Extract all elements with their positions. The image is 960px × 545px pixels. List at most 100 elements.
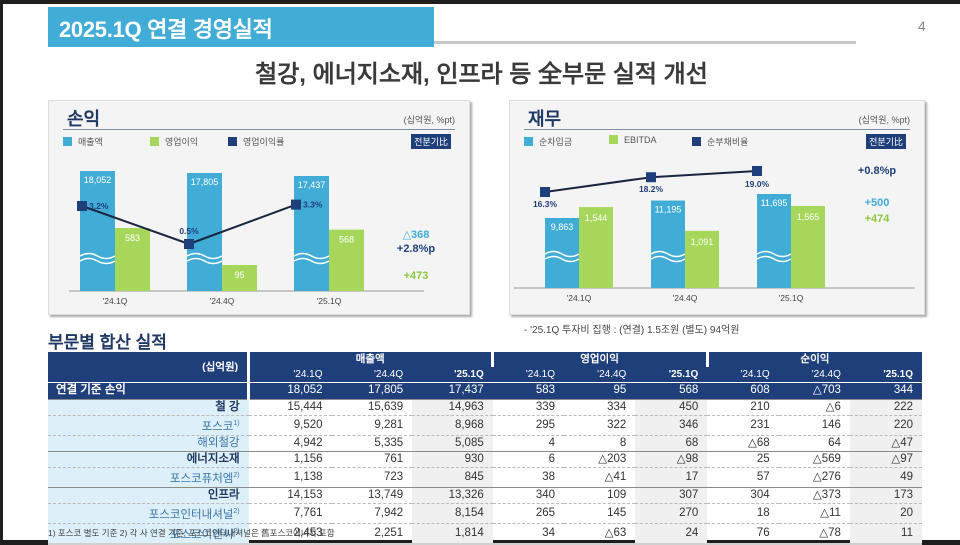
- income-unit-label: (십억원, %pt): [403, 115, 455, 125]
- table-cell: 11: [849, 522, 922, 545]
- qoq-badge: 전분기比: [411, 134, 451, 149]
- table-cell: △98: [635, 450, 708, 468]
- table-row: 인프라 14,153 13,749 13,326 340 109 307 304 △373 173: [48, 486, 922, 504]
- table-cell: 568: [635, 382, 708, 400]
- bar-EBITDA: [791, 206, 825, 288]
- bar-EBITDA: [685, 230, 719, 288]
- x-tick-label: '25.1Q: [779, 293, 804, 303]
- line-marker: [291, 199, 301, 210]
- table-cell: △203: [564, 450, 636, 468]
- period-header: '24.4Q: [597, 369, 627, 381]
- qoq-delta-label: +2.8%p: [397, 243, 435, 255]
- bar-value-label: 1,091: [691, 237, 714, 247]
- group-header-net-income: 순이익: [800, 353, 830, 366]
- line-value-label: 0.5%: [179, 226, 199, 236]
- row-label-text: 인프라: [207, 488, 240, 501]
- row-label: 인프라: [48, 486, 249, 504]
- line-marker: [184, 239, 194, 249]
- table-cell: 34: [492, 522, 565, 545]
- table-row: 포스코퓨처엠2) 1,138 723 845 38 △41 17 57 △276 49: [48, 466, 922, 488]
- table-cell: 8: [564, 434, 636, 452]
- table-cell: 18,052: [248, 382, 332, 400]
- legend-swatch-sky: [524, 137, 533, 146]
- table-cell: 231: [707, 414, 779, 436]
- row-label: 에너지소재: [48, 450, 249, 468]
- row-label: 포스코1): [48, 414, 249, 436]
- row-label-text: 포스코이앤씨: [169, 528, 234, 541]
- table-cell: 220: [849, 414, 922, 436]
- table-cell: 68: [635, 434, 708, 452]
- slide-page: 2025.1Q 연결 경영실적 4 철강, 에너지소재, 인프라 등 全부문 실…: [3, 4, 960, 545]
- line-value-label: 16.3%: [533, 199, 558, 209]
- legend-item-revenue: 매출액: [63, 135, 103, 148]
- table-cell: △63: [564, 522, 636, 545]
- table-cell: 9,281: [331, 414, 413, 436]
- bar-value-label: 17,437: [298, 180, 326, 190]
- period-header: '24.4Q: [811, 369, 841, 381]
- table-body: 연결 기준 손익 18,052 17,805 17,437 583 95 568 608 △70…: [48, 382, 922, 545]
- table-cell: 109: [564, 486, 636, 504]
- legend-item-net-debt: 순차입금: [524, 135, 572, 148]
- table-cell: 64: [778, 434, 850, 452]
- qoq-delta-label: +500: [865, 197, 890, 209]
- footnote-marker: 2): [233, 527, 240, 535]
- period-header: '24.4Q: [373, 369, 404, 381]
- table-cell: △373: [778, 486, 850, 504]
- legend-swatch-navy: [228, 137, 237, 146]
- axis-break-wave: [186, 257, 223, 265]
- bar-순차입금: [545, 218, 579, 288]
- legend-swatch-sky: [63, 137, 72, 146]
- qoq-delta-label: +474: [865, 213, 891, 225]
- legend-label: 매출액: [78, 137, 103, 147]
- table-cell: 210: [707, 398, 779, 416]
- table-cell: 450: [635, 398, 708, 416]
- table-cell: 1,814: [412, 522, 493, 545]
- axis-break-wave: [650, 250, 686, 258]
- table-group-header-row: (십억원) 매출액 영업이익 순이익: [48, 352, 922, 383]
- legend-item-ebitda: EBITDA: [609, 135, 657, 145]
- legend-item-op-profit: 영업이익: [150, 135, 198, 148]
- table-row: 포스코인터내셔널2) 7,761 7,942 8,154 265 145 270 18 △11 2…: [48, 502, 922, 524]
- panel-divider: [524, 129, 910, 130]
- axis-break-wave: [650, 255, 686, 263]
- line-value-label: 3.3%: [303, 200, 323, 210]
- legend-item-op-margin: 영업이익률: [228, 135, 284, 148]
- table-cell: 270: [635, 502, 708, 524]
- capex-note: - '25.1Q 투자비 집행 : (연결) 1.5조원 (별도) 94억원: [524, 325, 740, 336]
- table-cell: 304: [707, 486, 779, 504]
- table-cell: 17: [635, 466, 708, 488]
- axis-break-wave: [544, 255, 580, 263]
- table-cell: 4: [492, 434, 565, 452]
- line-marker: [752, 166, 762, 176]
- slide-title: 2025.1Q 연결 경영실적: [59, 17, 273, 42]
- table-cell: 14,153: [248, 486, 332, 504]
- table-cell: 49: [849, 466, 922, 488]
- bar-영업이익: [329, 229, 364, 291]
- table-cell: △47: [849, 434, 922, 452]
- bar-EBITDA: [579, 207, 613, 288]
- line-value-label: 18.2%: [639, 184, 664, 194]
- bar-순차입금: [757, 194, 791, 288]
- axis-break-wave: [544, 250, 580, 258]
- row-label: 연결 기준 손익: [48, 382, 251, 400]
- table-cell: 76: [707, 522, 779, 545]
- slide-title-bar: 2025.1Q 연결 경영실적: [48, 7, 434, 47]
- table-cell: △11: [778, 502, 850, 524]
- table-cell: 334: [564, 398, 636, 416]
- table-cell: 95: [564, 382, 636, 400]
- line-marker: [646, 172, 656, 183]
- table-row: 포스코1) 9,520 9,281 8,968 295 322 346 231 146 220: [48, 414, 922, 436]
- table-cell: △68: [707, 434, 779, 452]
- legend-item-net-debt-ratio: 순부채비율: [692, 135, 748, 148]
- row-label-text: 포스코인터내셔널: [148, 508, 234, 521]
- qoq-delta-label: +0.8%p: [858, 165, 896, 177]
- table-cell: 24: [635, 522, 708, 545]
- table-cell: △78: [778, 522, 850, 545]
- table-cell: 608: [707, 382, 779, 400]
- table-cell: 344: [849, 382, 922, 400]
- legend-label: EBITDA: [624, 135, 657, 145]
- table-cell: △276: [778, 466, 850, 488]
- bar-value-label: 1,544: [585, 213, 608, 223]
- table-cell: 146: [778, 414, 850, 436]
- table-cell: 57: [707, 466, 779, 488]
